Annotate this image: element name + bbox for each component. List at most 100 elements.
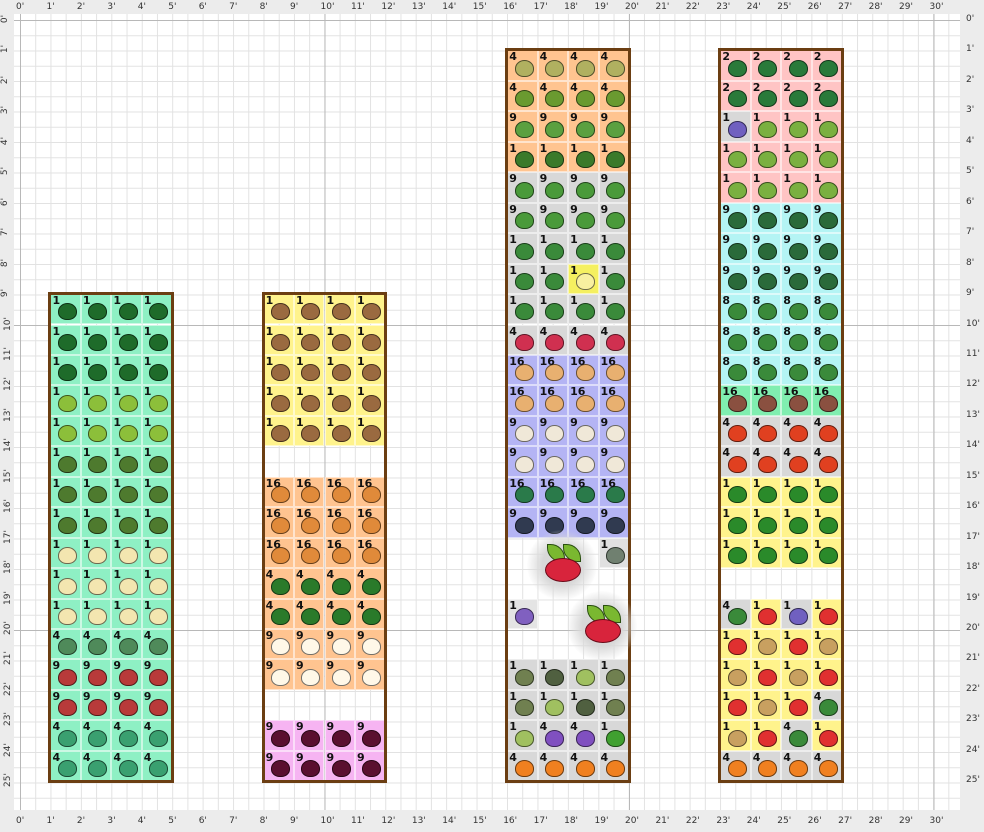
plant-cell[interactable]: 9 [537, 446, 569, 477]
plant-cell[interactable]: 9 [507, 202, 538, 234]
plant-cell[interactable]: 4 [324, 598, 355, 629]
plant-cell[interactable]: 1 [811, 659, 843, 690]
plant-cell[interactable]: 8 [811, 324, 843, 355]
plant-cell[interactable]: 1 [294, 385, 325, 416]
plant-cell[interactable]: 1 [50, 507, 81, 538]
plant-cell[interactable]: 1 [720, 629, 751, 660]
plant-cell[interactable]: 1 [507, 659, 538, 690]
bed-2[interactable] [261, 292, 388, 784]
plant-cell[interactable]: 9 [50, 689, 81, 721]
plant-cell[interactable]: 1 [720, 689, 751, 721]
plant-cell[interactable]: 16 [354, 537, 386, 569]
plant-cell[interactable]: 1 [811, 141, 843, 173]
plant-cell[interactable]: 8 [781, 354, 812, 386]
plant-cell[interactable]: 16 [294, 476, 325, 508]
plant-cell[interactable]: 4 [811, 415, 843, 447]
plant-cell[interactable]: 1 [50, 476, 81, 508]
plant-cell[interactable]: 8 [781, 324, 812, 355]
plant-cell[interactable]: 4 [781, 750, 812, 782]
plant-cell[interactable]: 9 [141, 659, 173, 690]
plant-cell[interactable]: 16 [598, 476, 629, 508]
plant-cell[interactable]: 4 [537, 80, 569, 112]
plant-cell[interactable]: 9 [568, 446, 599, 477]
plant-cell[interactable]: 4 [354, 568, 386, 599]
plant-cell[interactable]: 1 [811, 507, 843, 538]
plant-cell[interactable]: 1 [141, 507, 173, 538]
plant-cell[interactable]: 1 [781, 689, 812, 721]
plant-cell[interactable]: 1 [537, 659, 569, 690]
plant-cell[interactable]: 1 [80, 476, 112, 508]
plant-cell[interactable]: 1 [111, 294, 142, 325]
plant-cell[interactable]: 9 [111, 689, 142, 721]
plant-cell[interactable]: 1 [80, 446, 112, 477]
plant-cell[interactable]: 1 [811, 172, 843, 203]
plant-cell[interactable]: 4 [80, 720, 112, 751]
plant-cell[interactable]: 1 [80, 537, 112, 569]
plant-cell[interactable]: 4 [750, 415, 782, 447]
plant-cell[interactable]: 9 [324, 720, 355, 751]
plant-cell[interactable]: 1 [811, 476, 843, 508]
plant-cell[interactable]: 1 [507, 598, 538, 629]
plant-cell[interactable]: 4 [720, 446, 751, 477]
plant-cell[interactable]: 1 [507, 689, 538, 721]
plant-cell[interactable]: 1 [811, 629, 843, 660]
plant-cell[interactable]: 1 [141, 324, 173, 355]
plant-cell[interactable]: 1 [750, 720, 782, 751]
plant-cell[interactable]: 4 [507, 50, 538, 81]
plant-cell[interactable]: 4 [111, 629, 142, 660]
plant-cell[interactable]: 4 [568, 750, 599, 782]
plant-cell[interactable]: 16 [537, 354, 569, 386]
plant-cell[interactable]: 4 [781, 415, 812, 447]
plant-cell[interactable]: 8 [811, 354, 843, 386]
plant-cell[interactable]: 1 [111, 385, 142, 416]
plant-cell[interactable]: 8 [750, 294, 782, 325]
plant-cell[interactable]: 9 [781, 202, 812, 234]
plant-cell[interactable]: 1 [750, 689, 782, 721]
plant-cell[interactable]: 1 [537, 689, 569, 721]
plant-cell[interactable]: 4 [50, 750, 81, 782]
bed-4[interactable] [718, 48, 845, 784]
plant-cell[interactable]: 1 [598, 537, 629, 569]
plant-cell[interactable]: 8 [720, 294, 751, 325]
plant-cell[interactable]: 1 [568, 141, 599, 173]
plant-cell[interactable]: 1 [720, 659, 751, 690]
plant-cell[interactable]: 1 [111, 324, 142, 355]
plant-cell[interactable]: 16 [324, 476, 355, 508]
plant-cell[interactable]: 4 [720, 598, 751, 629]
plant-cell[interactable]: 4 [111, 720, 142, 751]
plant-cell[interactable]: 16 [720, 385, 751, 416]
plant-cell[interactable]: 1 [50, 354, 81, 386]
plant-cell[interactable]: 1 [50, 568, 81, 599]
plant-cell[interactable]: 9 [354, 750, 386, 782]
plant-cell[interactable]: 8 [750, 354, 782, 386]
plant-cell[interactable]: 1 [141, 598, 173, 629]
plant-cell[interactable]: 1 [598, 689, 629, 721]
plant-cell[interactable]: 2 [720, 80, 751, 112]
plant-cell[interactable]: 1 [141, 476, 173, 508]
plant-cell[interactable]: 1 [750, 172, 782, 203]
plant-cell[interactable]: 1 [263, 385, 295, 416]
plant-cell[interactable]: 9 [263, 720, 295, 751]
plant-cell[interactable]: 4 [598, 80, 629, 112]
plant-cell[interactable]: 9 [354, 720, 386, 751]
plant-cell[interactable]: 1 [80, 354, 112, 386]
raspberry-icon[interactable] [527, 530, 597, 601]
plant-cell[interactable]: 4 [811, 446, 843, 477]
plant-cell[interactable]: 1 [537, 294, 569, 325]
plant-cell[interactable]: 16 [354, 507, 386, 538]
plant-cell[interactable]: 4 [720, 415, 751, 447]
plant-cell[interactable]: 1 [324, 294, 355, 325]
plant-cell[interactable]: 4 [568, 324, 599, 355]
plant-cell[interactable]: 1 [781, 476, 812, 508]
plant-cell[interactable]: 9 [598, 415, 629, 447]
plant-cell[interactable]: 1 [324, 324, 355, 355]
plant-cell[interactable]: 9 [781, 263, 812, 295]
plant-cell[interactable]: 4 [537, 324, 569, 355]
plant-cell[interactable]: 4 [537, 750, 569, 782]
plant-cell[interactable]: 1 [294, 324, 325, 355]
plant-cell[interactable]: 4 [750, 446, 782, 477]
plant-cell[interactable]: 2 [750, 50, 782, 81]
plant-cell[interactable]: 1 [294, 354, 325, 386]
plant-cell[interactable]: 16 [507, 476, 538, 508]
plant-cell[interactable]: 1 [507, 294, 538, 325]
